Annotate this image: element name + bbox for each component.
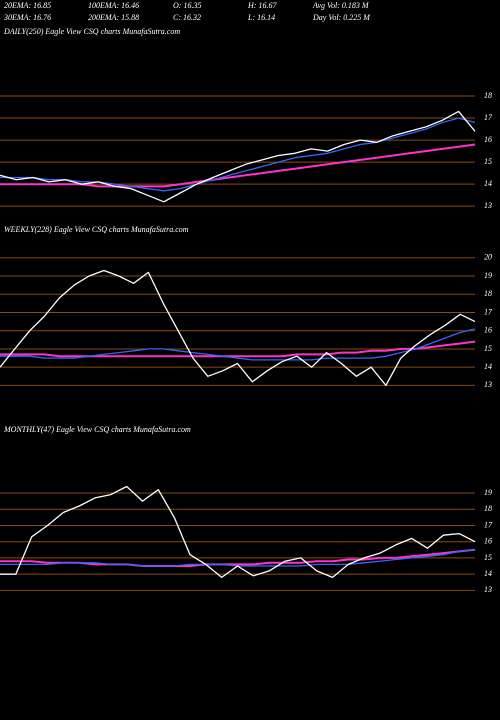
y-tick-label: 16 bbox=[484, 537, 492, 546]
y-tick-label: 14 bbox=[484, 362, 492, 371]
y-tick-label: 14 bbox=[484, 179, 492, 188]
y-tick-label: 15 bbox=[484, 157, 492, 166]
price-line bbox=[0, 328, 476, 361]
price-line bbox=[0, 117, 476, 192]
header-stat: C: 16.32 bbox=[173, 13, 201, 22]
panel-title: MONTHLY(47) Eagle View CSQ charts Munafa… bbox=[3, 425, 191, 434]
y-tick-label: 20 bbox=[484, 253, 492, 262]
y-tick-label: 19 bbox=[484, 271, 492, 280]
y-tick-label: 18 bbox=[484, 504, 492, 513]
y-tick-label: 18 bbox=[484, 91, 492, 100]
header-stat: O: 16.35 bbox=[173, 1, 201, 10]
y-tick-label: 14 bbox=[484, 569, 492, 578]
header-stat: Day Vol: 0.225 M bbox=[312, 13, 371, 22]
y-tick-label: 19 bbox=[484, 488, 492, 497]
y-tick-label: 13 bbox=[484, 380, 492, 389]
y-tick-label: 15 bbox=[484, 553, 492, 562]
header-stat: 200EMA: 15.88 bbox=[88, 13, 139, 22]
y-tick-label: 13 bbox=[484, 201, 492, 210]
header-stat: 100EMA: 16.46 bbox=[88, 1, 139, 10]
panel-title: DAILY(250) Eagle View CSQ charts MunafaS… bbox=[3, 27, 180, 36]
y-tick-label: 17 bbox=[484, 113, 493, 122]
panel-title: WEEKLY(228) Eagle View CSQ charts Munafa… bbox=[4, 225, 189, 234]
price-line bbox=[0, 143, 476, 188]
header-stat: Avg Vol: 0.183 M bbox=[312, 1, 370, 10]
header-stat: 30EMA: 16.76 bbox=[3, 13, 51, 22]
y-tick-label: 15 bbox=[484, 344, 492, 353]
header-stat: L: 16.14 bbox=[247, 13, 275, 22]
y-tick-label: 13 bbox=[484, 585, 492, 594]
y-tick-label: 17 bbox=[484, 307, 493, 316]
price-line bbox=[0, 269, 476, 387]
price-line bbox=[0, 340, 476, 358]
header-stat: 20EMA: 16.85 bbox=[4, 1, 51, 10]
y-tick-label: 17 bbox=[484, 520, 493, 529]
y-tick-label: 16 bbox=[484, 326, 492, 335]
y-tick-label: 18 bbox=[484, 289, 492, 298]
y-tick-label: 16 bbox=[484, 135, 492, 144]
header-stat: H: 16.67 bbox=[247, 1, 277, 10]
price-line bbox=[0, 110, 476, 203]
price-line bbox=[0, 485, 476, 579]
